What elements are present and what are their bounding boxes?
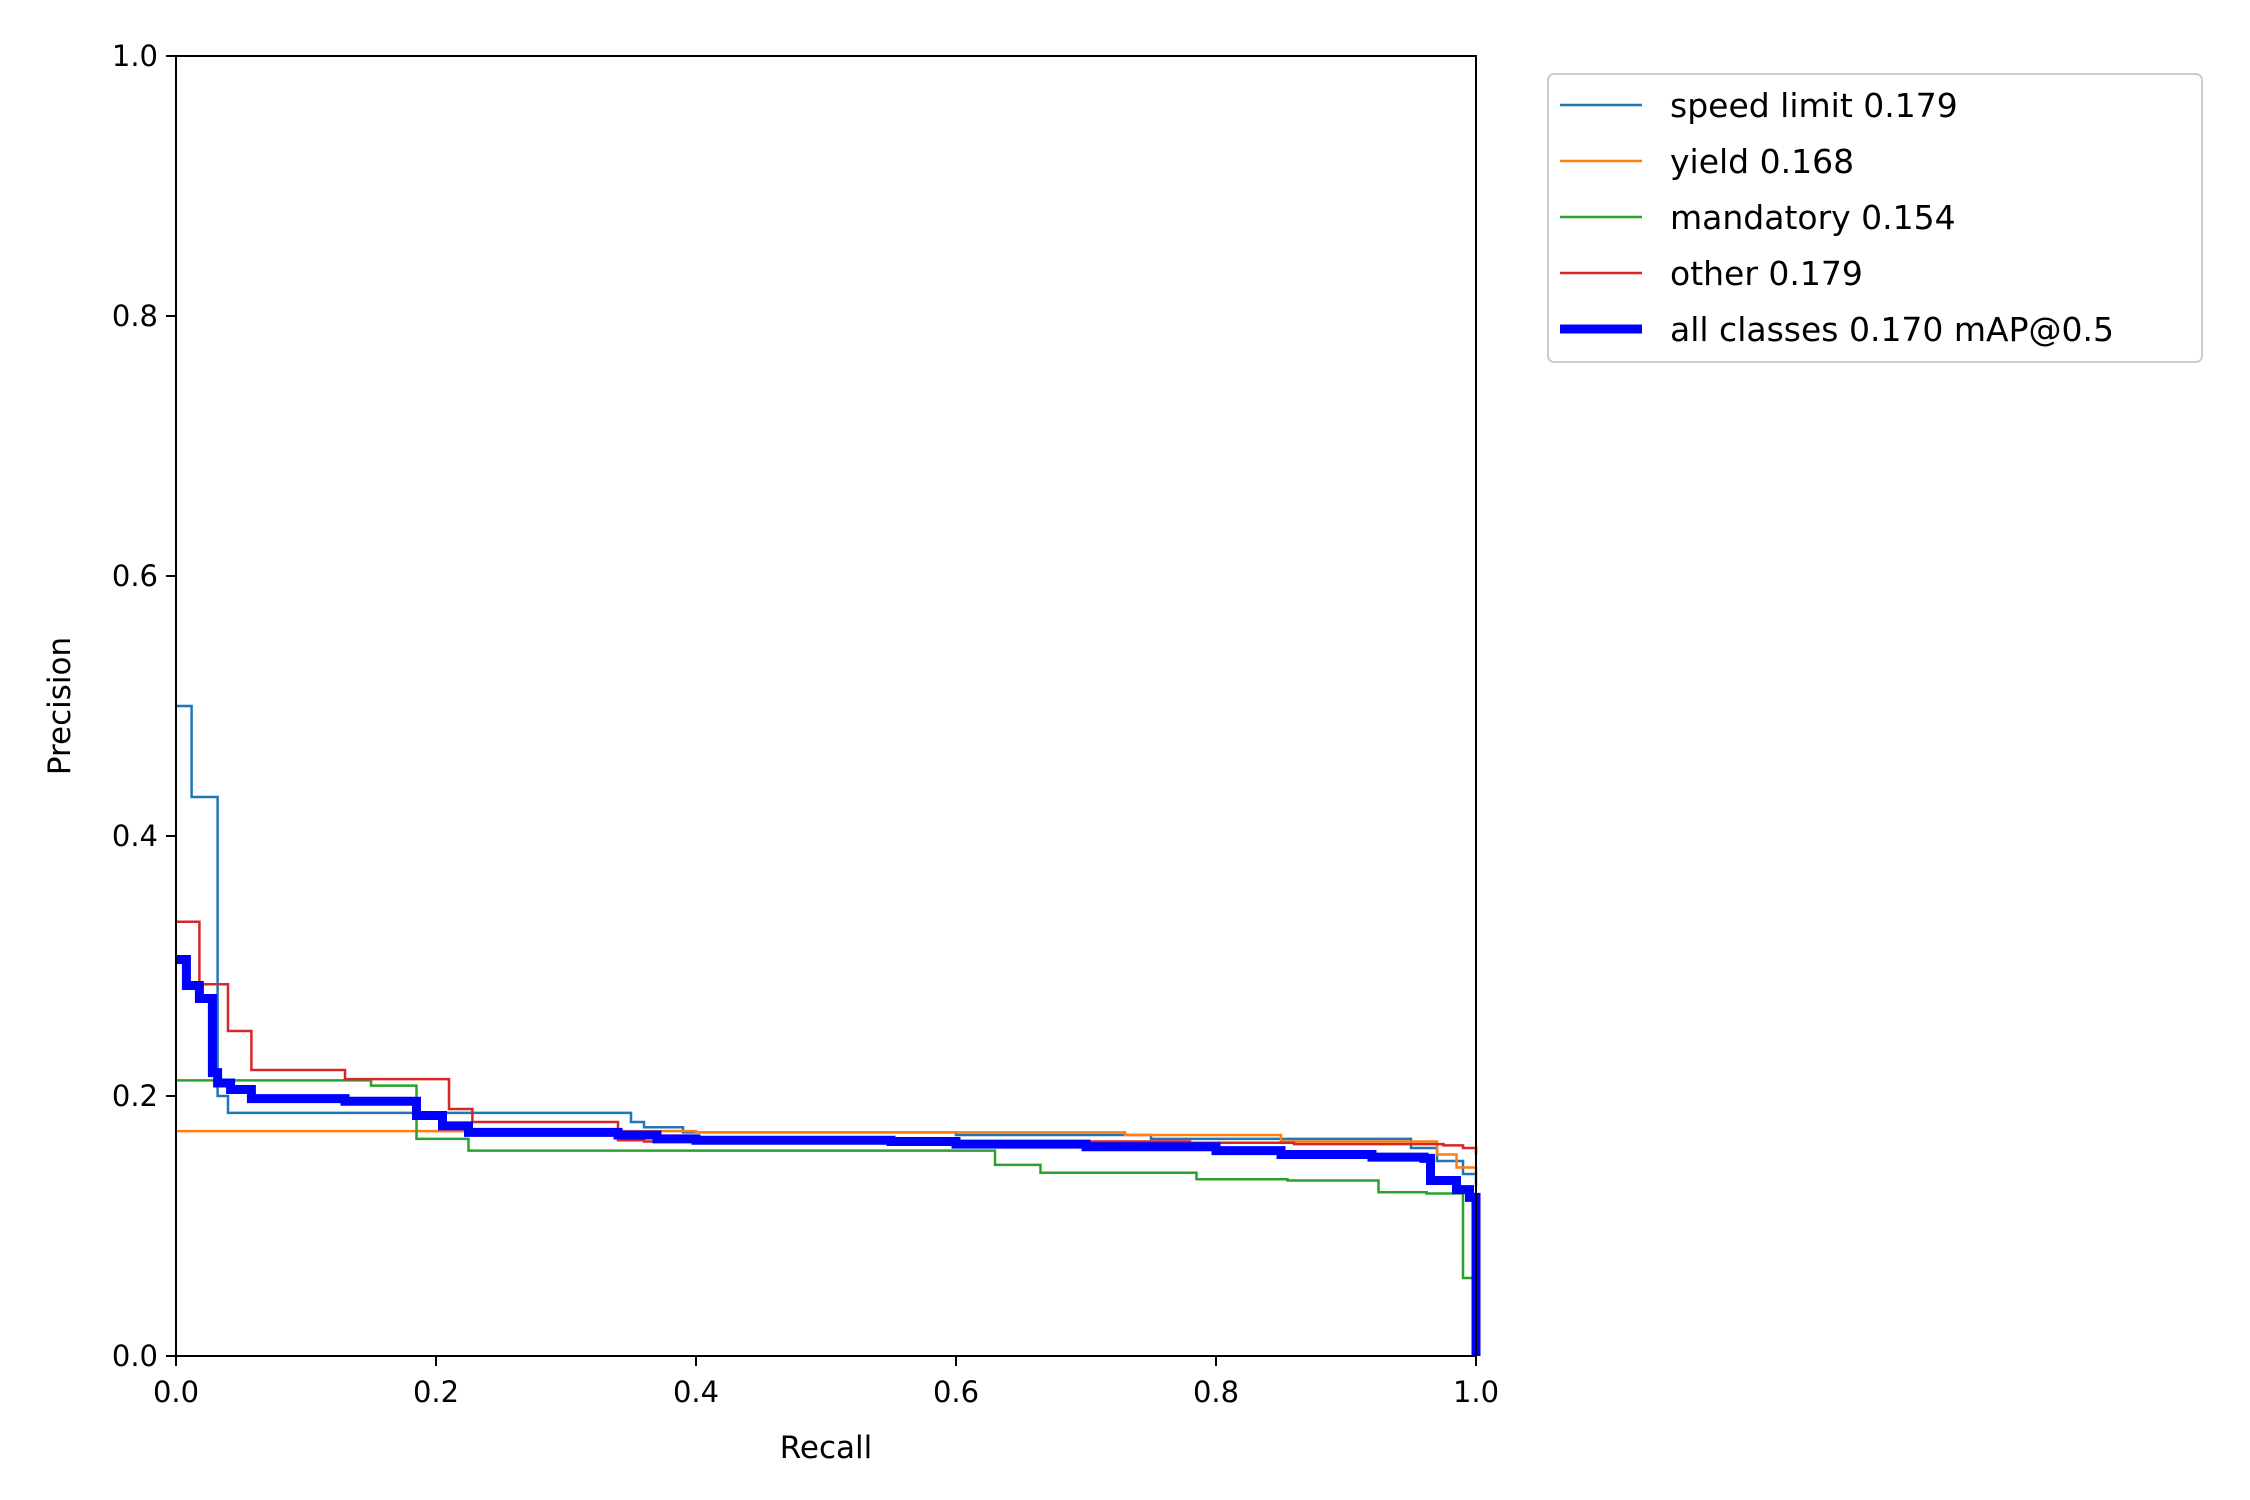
y-tick-label: 0.6 [112,559,158,593]
x-tick-label: 0.8 [1193,1375,1239,1409]
legend-label: other 0.179 [1670,254,1863,293]
legend-label: yield 0.168 [1670,142,1854,181]
y-tick-label: 0.8 [112,299,158,333]
plot-frame [175,55,1477,1357]
series-line-yield [176,1129,1478,1174]
x-tick-label: 0.4 [673,1375,719,1409]
y-tick-label: 0.4 [112,819,158,853]
x-tick-label: 1.0 [1453,1375,1499,1409]
series-line-mandatory [176,1079,1476,1280]
legend: speed limit 0.179 yield 0.168 mandatory 0.… [1547,73,2203,363]
x-axis-label: Recall [780,1430,873,1466]
curves-layer [176,704,1481,1356]
x-tick-label: 0.0 [153,1375,199,1409]
x-axis: 0.0 0.2 0.4 0.6 0.8 1.0 [153,1356,1499,1409]
legend-label: speed limit 0.179 [1670,86,1958,125]
series-line-other [176,920,1478,1155]
y-tick-label: 0.2 [112,1079,158,1113]
y-axis: 0.0 0.2 0.4 0.6 0.8 1.0 [112,39,176,1373]
y-tick-label: 0.0 [112,1339,158,1373]
legend-label: all classes 0.170 mAP@0.5 [1670,310,2114,349]
x-tick-label: 0.2 [413,1375,459,1409]
legend-label: mandatory 0.154 [1670,198,1956,237]
x-tick-label: 0.6 [933,1375,979,1409]
series-line-all [176,955,1481,1356]
y-axis-label: Precision [42,637,78,775]
y-tick-label: 1.0 [112,39,158,73]
legend-box [1547,73,2203,363]
